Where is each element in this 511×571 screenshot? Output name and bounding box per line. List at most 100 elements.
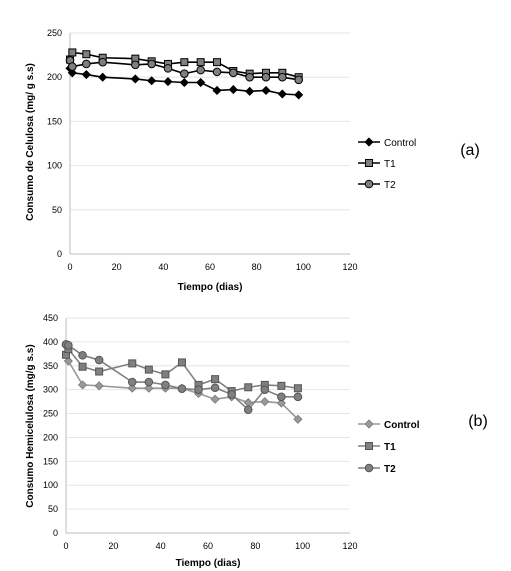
y-axis-title: Consumo Hemicelulosa (mg/g s.s) [25,344,36,507]
x-tick-label: 120 [342,262,357,272]
data-point-control [127,383,137,393]
x-tick-label: 40 [158,262,168,272]
data-point-control [210,394,220,404]
data-point-t1 [128,359,137,368]
data-point-t2 [163,64,173,73]
legend-marker [364,463,374,473]
y-tick-label: 300 [43,385,58,395]
data-point-t2 [64,340,73,350]
y-tick-label: 250 [43,409,58,419]
x-tick-label: 60 [203,541,213,551]
data-point-t2 [144,377,154,387]
legend-marker [364,137,374,147]
data-point-t2 [293,392,303,402]
data-point-t2 [227,390,236,399]
data-point-control [261,85,271,96]
y-tick-label: 200 [43,432,58,442]
y-tick-label: 100 [47,161,62,171]
data-point-control [293,414,303,424]
series-t2 [61,339,303,415]
data-point-control [276,398,286,408]
data-point-t1 [95,367,104,376]
x-tick-label: 40 [156,541,166,551]
data-point-t1 [211,375,220,384]
data-point-control [144,383,154,393]
y-tick-label: 50 [52,205,62,215]
x-tick-label: 20 [108,541,118,551]
data-point-control [98,72,108,82]
x-tick-label: 100 [295,541,310,551]
data-point-control [130,74,140,84]
y-tick-label: 150 [47,116,62,126]
y-tick-label: 250 [47,28,62,38]
data-point-t2 [212,67,222,77]
series-t1 [62,345,302,396]
legend-label: Control [384,138,416,149]
x-axis-title: Tiempo (dias) [176,558,241,569]
data-point-t2 [196,65,205,75]
legend-entry-t1: T1 [358,442,396,453]
data-point-t1 [213,58,221,67]
chart-panel-b: 0 50 100 150 200 250 300 350 400 450 0 20 40 60 80 100 1… [25,313,488,569]
data-point-control [245,86,255,96]
data-point-t2 [229,68,238,78]
legend-entry-t1: T1 [358,159,396,170]
data-point-control [147,76,157,86]
legend-marker [364,419,374,429]
legend-entry-t2: T2 [358,463,396,475]
data-point-control [212,85,222,96]
data-point-control [67,68,77,78]
x-tick-label: 80 [250,541,260,551]
data-point-t2 [147,59,156,69]
legend-label: T2 [384,464,396,475]
data-point-t1 [177,358,186,367]
panel-label: (a) [460,142,480,159]
legend-entry-t2: T2 [358,179,396,191]
data-point-t2 [245,72,254,82]
y-tick-label: 100 [43,480,58,490]
legend-marker [365,442,373,450]
legend-label: T1 [384,159,396,170]
data-point-t2 [177,384,187,394]
legend-label: T1 [384,442,396,453]
data-point-t2 [210,383,220,393]
x-tick-label: 80 [252,262,262,272]
chart-panel-a: 0 50 100 150 200 250 0 20 40 60 80 100 120 Tiempo (di… [25,28,480,293]
data-point-control [94,381,104,391]
data-point-t1 [144,365,153,374]
data-point-control [78,380,88,390]
data-point-control [179,77,189,88]
data-point-control [196,77,206,88]
x-tick-label: 120 [342,541,357,551]
data-point-t1 [82,50,91,59]
data-point-t2 [278,72,287,82]
data-point-t2 [78,350,87,360]
data-point-control [277,89,287,99]
data-point-t1 [161,370,170,379]
y-tick-label: 350 [43,361,58,371]
data-point-t2 [194,385,203,394]
legend-label: T2 [384,180,396,191]
data-point-t1 [68,48,77,57]
legend-marker [364,179,374,189]
x-tick-label: 60 [205,262,215,272]
y-tick-label: 0 [53,528,58,538]
data-point-control [294,90,304,100]
data-point-t1 [244,383,253,392]
legend-entry-control: Control [358,137,416,149]
data-point-t2 [161,380,170,390]
series-control [65,63,304,100]
data-point-t2 [131,60,140,70]
y-tick-label: 200 [47,72,62,82]
data-point-t2 [94,355,104,365]
y-axis-title: Consumo de Celulosa (mg/ g s.s) [25,63,36,221]
x-tick-label: 0 [63,541,68,551]
data-point-t2 [180,69,189,78]
x-tick-label: 100 [296,262,311,272]
data-point-t2 [127,377,137,387]
series-t2 [65,56,303,85]
data-point-t2 [261,72,271,82]
x-tick-label: 20 [112,262,122,272]
data-point-t1 [196,58,205,67]
